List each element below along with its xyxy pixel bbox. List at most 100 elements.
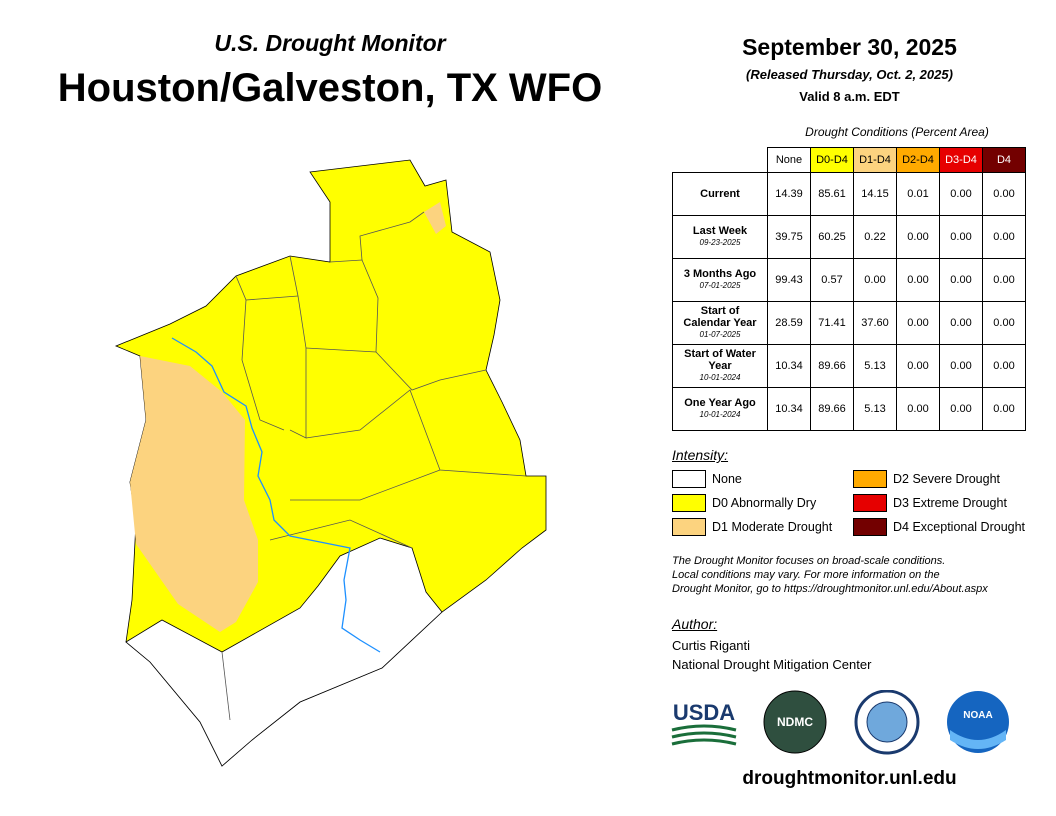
- legend-swatch: [853, 494, 887, 512]
- column-header: D2-D4: [896, 147, 940, 173]
- table-cell: 0.00: [896, 215, 940, 259]
- author-org: National Drought Mitigation Center: [672, 657, 872, 672]
- row-date: 10-01-2024: [699, 410, 741, 419]
- legend-label: D2 Severe Drought: [893, 472, 1001, 486]
- row-label-text: Last Week: [692, 225, 748, 237]
- column-header: D1-D4: [853, 147, 897, 173]
- legend-swatch: [672, 470, 706, 488]
- table-cell: 0.00: [939, 258, 983, 302]
- legend-label: None: [712, 472, 742, 486]
- column-header: None: [767, 147, 811, 173]
- table-cell: 39.75: [767, 215, 811, 259]
- table-row: Start of Water Year 10-01-2024 10.34 89.66 5…: [672, 344, 1026, 388]
- table-cell: 60.25: [810, 215, 854, 259]
- legend-item: D3 Extreme Drought: [853, 494, 1007, 512]
- row-label: 3 Months Ago 07-01-2025: [672, 258, 768, 302]
- table-cell: 10.34: [767, 387, 811, 431]
- table-cell: 0.00: [982, 387, 1026, 431]
- row-label-text: 3 Months Ago: [683, 268, 757, 280]
- table-cell: 0.00: [939, 387, 983, 431]
- table-cell: 0.00: [982, 258, 1026, 302]
- header-row: None D0-D4 D1-D4 D2-D4 D3-D4 D4: [673, 147, 1026, 173]
- legend-swatch: [672, 518, 706, 536]
- region-d1-ne: [424, 202, 446, 234]
- table-row: Current 14.39 85.61 14.15 0.01 0.00 0.00: [672, 172, 1026, 216]
- note-line: Local conditions may vary. For more info…: [672, 569, 940, 581]
- table-cell: 0.00: [896, 344, 940, 388]
- map-date: September 30, 2025: [742, 34, 957, 60]
- row-label: Last Week 09-23-2025: [672, 215, 768, 259]
- legend-item: D1 Moderate Drought: [672, 518, 832, 536]
- legend-swatch: [672, 494, 706, 512]
- column-header: D0-D4: [810, 147, 854, 173]
- subtitle: U.S. Drought Monitor: [214, 30, 446, 56]
- note-line: Drought Monitor, go to https://droughtmo…: [672, 583, 988, 595]
- table-cell: 0.00: [982, 215, 1026, 259]
- legend-item: D2 Severe Drought: [853, 470, 1000, 488]
- logo-usda-waves: [671, 724, 737, 746]
- table-cell: 89.66: [810, 344, 854, 388]
- logo-ndmc: [763, 690, 827, 754]
- legend-label: D0 Abnormally Dry: [712, 496, 817, 510]
- column-header: D3-D4: [939, 147, 983, 173]
- legend-item: D0 Abnormally Dry: [672, 494, 816, 512]
- row-label: Start of Water Year 10-01-2024: [672, 344, 768, 388]
- table-cell: 28.59: [767, 301, 811, 345]
- logo-noaa-wave: [950, 730, 1006, 749]
- row-label: One Year Ago 10-01-2024: [672, 387, 768, 431]
- table-cell: 37.60: [853, 301, 897, 345]
- table-cell: 85.61: [810, 172, 854, 216]
- table-cell: 0.00: [982, 344, 1026, 388]
- table-cell: 0.00: [896, 387, 940, 431]
- table-cell: 0.57: [810, 258, 854, 302]
- table-cell: 5.13: [853, 387, 897, 431]
- table-row: Start of Calendar Year 01-07-2025 28.59 71.…: [672, 301, 1026, 345]
- table-row: Last Week 09-23-2025 39.75 60.25 0.22 0.00 0.0…: [672, 215, 1026, 259]
- map: [114, 159, 547, 767]
- logo-noaa-text: NOAA: [963, 710, 992, 721]
- row-label-text: Current: [700, 188, 740, 200]
- release-date: (Released Thursday, Oct. 2, 2025): [746, 67, 953, 82]
- table-cell: 10.34: [767, 344, 811, 388]
- table-cell: 0.00: [982, 301, 1026, 345]
- valid-time: Valid 8 a.m. EDT: [799, 89, 900, 104]
- row-label: Current: [672, 172, 768, 216]
- table-cell: 89.66: [810, 387, 854, 431]
- logo-ndmc-text: NDMC: [777, 715, 813, 729]
- table-cell: 0.00: [939, 301, 983, 345]
- drought-table: None D0-D4 D1-D4 D2-D4 D3-D4 D4 Current 14.39 85…: [672, 147, 1026, 431]
- legend-swatch: [853, 518, 887, 536]
- legend-label: D1 Moderate Drought: [712, 520, 833, 534]
- table-cell: 0.00: [939, 344, 983, 388]
- table-cell: 0.00: [982, 172, 1026, 216]
- river: [171, 337, 381, 653]
- row-date: 01-07-2025: [699, 330, 741, 339]
- row-label-text: Start of Water Year: [684, 348, 756, 372]
- region-none: [125, 537, 443, 767]
- column-header: D4: [982, 147, 1026, 173]
- logo-usda: USDA: [673, 700, 735, 725]
- table-cell: 0.00: [896, 258, 940, 302]
- row-label-text: One Year Ago: [684, 397, 756, 409]
- row-date: 10-01-2024: [699, 373, 741, 382]
- table-cell: 99.43: [767, 258, 811, 302]
- region-d1: [130, 356, 258, 632]
- table-cell: 0.22: [853, 215, 897, 259]
- title: Houston/Galveston, TX WFO: [57, 66, 603, 110]
- legend-swatch: [853, 470, 887, 488]
- county-lines: [221, 211, 527, 721]
- note-line: The Drought Monitor focuses on broad-sca…: [672, 555, 946, 567]
- logos: USDA NDMC NOAA: [671, 690, 1009, 755]
- blank-cell: [673, 148, 768, 173]
- legend-item: D4 Exceptional Drought: [853, 518, 1025, 536]
- row-date: 09-23-2025: [699, 238, 741, 247]
- table-cell: 71.41: [810, 301, 854, 345]
- legend-label: D3 Extreme Drought: [893, 496, 1007, 510]
- table-cell: 14.15: [853, 172, 897, 216]
- row-label: Start of Calendar Year 01-07-2025: [672, 301, 768, 345]
- logo-doc-inner: [866, 701, 908, 743]
- table-cell: 0.00: [896, 301, 940, 345]
- table-cell: 14.39: [767, 172, 811, 216]
- table-caption: Drought Conditions (Percent Area): [805, 125, 989, 139]
- footer-url: droughtmonitor.unl.edu: [742, 768, 957, 789]
